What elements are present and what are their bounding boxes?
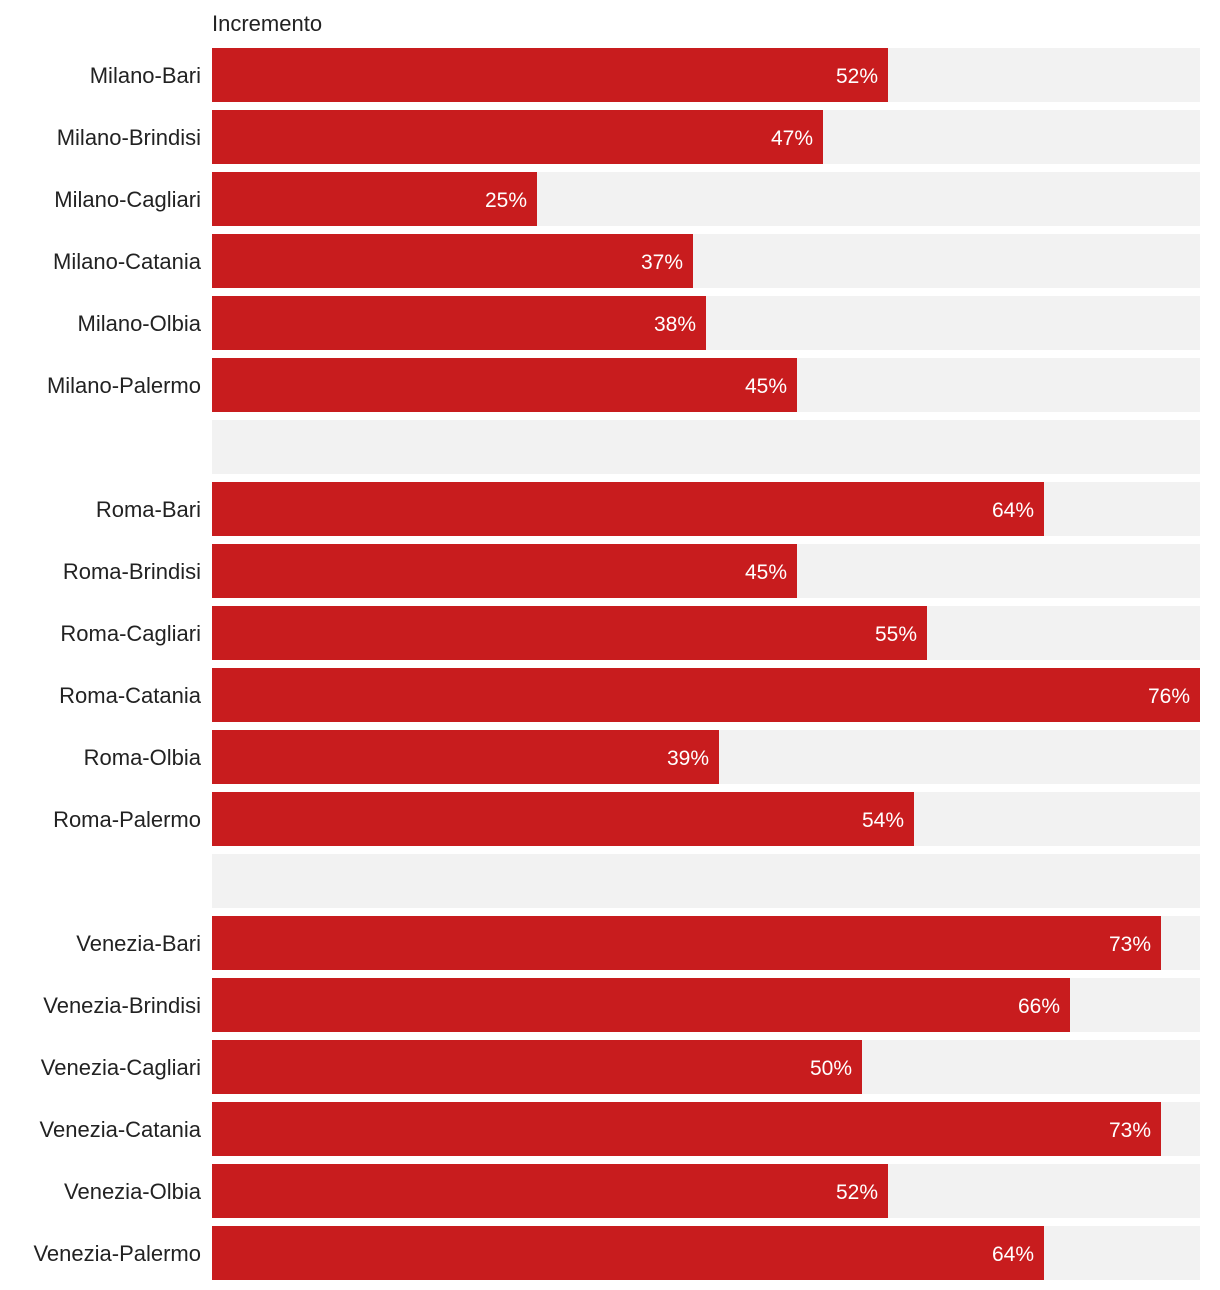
chart-row: Venezia-Brindisi 66% <box>43 978 1200 1032</box>
bar-track <box>212 420 1200 474</box>
bar-value-label: 64% <box>992 1243 1034 1266</box>
bar-value-label: 73% <box>1109 933 1151 956</box>
bar-value-label: 37% <box>641 251 683 274</box>
bar <box>212 48 888 102</box>
bar-value-label: 64% <box>992 499 1034 522</box>
bar <box>212 482 1044 536</box>
chart-row: Venezia-Catania 73% <box>40 1102 1200 1156</box>
bar-value-label: 39% <box>667 747 709 770</box>
bar <box>212 110 823 164</box>
bar <box>212 544 797 598</box>
row-label: Venezia-Palermo <box>33 1241 201 1266</box>
bar <box>212 792 914 846</box>
bar-track <box>212 854 1200 908</box>
bar-value-label: 54% <box>862 809 904 832</box>
row-label: Milano-Cagliari <box>54 187 201 212</box>
bar <box>212 606 927 660</box>
bar <box>212 978 1070 1032</box>
bar <box>212 234 693 288</box>
bar <box>212 296 706 350</box>
chart-row: Roma-Olbia 39% <box>84 730 1200 784</box>
bar-value-label: 47% <box>771 127 813 150</box>
bar-value-label: 52% <box>836 1181 878 1204</box>
bar <box>212 916 1161 970</box>
bar-value-label: 76% <box>1148 685 1190 708</box>
bar <box>212 1102 1161 1156</box>
row-label: Roma-Brindisi <box>63 559 201 584</box>
column-header: Incremento <box>212 11 322 36</box>
row-label: Roma-Olbia <box>84 745 202 770</box>
bar-value-label: 73% <box>1109 1119 1151 1142</box>
chart-row: Milano-Cagliari 25% <box>54 172 1200 226</box>
bar <box>212 1164 888 1218</box>
chart-row: Venezia-Cagliari 50% <box>41 1040 1200 1094</box>
row-label: Roma-Palermo <box>53 807 201 832</box>
chart-row: Roma-Cagliari 55% <box>60 606 1200 660</box>
chart-row: Roma-Catania 76% <box>59 668 1200 722</box>
chart-row: Milano-Palermo 45% <box>47 358 1200 412</box>
chart-row: Roma-Brindisi 45% <box>63 544 1200 598</box>
row-label: Milano-Olbia <box>78 311 202 336</box>
bar <box>212 730 719 784</box>
chart-row: Roma-Palermo 54% <box>53 792 1200 846</box>
row-label: Venezia-Brindisi <box>43 993 201 1018</box>
row-label: Roma-Cagliari <box>60 621 201 646</box>
chart-row: Milano-Bari 52% <box>90 48 1200 102</box>
chart-row: Milano-Olbia 38% <box>78 296 1200 350</box>
row-label: Venezia-Cagliari <box>41 1055 201 1080</box>
chart-row: Roma-Bari 64% <box>96 482 1200 536</box>
chart-row: Milano-Catania 37% <box>53 234 1200 288</box>
chart-row: Milano-Brindisi 47% <box>57 110 1200 164</box>
bar-value-label: 55% <box>875 623 917 646</box>
chart-row: Venezia-Bari 73% <box>76 916 1200 970</box>
bar-value-label: 52% <box>836 65 878 88</box>
chart-rows: Milano-Bari 52% Milano-Brindisi 47% Milano-C… <box>33 48 1200 1280</box>
bar-value-label: 38% <box>654 313 696 336</box>
bar <box>212 172 537 226</box>
bar <box>212 358 797 412</box>
row-label: Venezia-Bari <box>76 931 201 956</box>
row-label: Roma-Bari <box>96 497 201 522</box>
bar-value-label: 45% <box>745 375 787 398</box>
bar-value-label: 45% <box>745 561 787 584</box>
row-label: Milano-Brindisi <box>57 125 201 150</box>
row-label: Venezia-Olbia <box>64 1179 202 1204</box>
row-label: Roma-Catania <box>59 683 202 708</box>
chart-row: Venezia-Palermo 64% <box>33 1226 1200 1280</box>
bar-value-label: 50% <box>810 1057 852 1080</box>
row-label: Milano-Bari <box>90 63 201 88</box>
row-label: Venezia-Catania <box>40 1117 202 1142</box>
bar <box>212 1226 1044 1280</box>
chart-row: Venezia-Olbia 52% <box>64 1164 1200 1218</box>
bar <box>212 668 1200 722</box>
row-label: Milano-Palermo <box>47 373 201 398</box>
row-label: Milano-Catania <box>53 249 202 274</box>
bar-value-label: 66% <box>1018 995 1060 1018</box>
spacer-row <box>212 420 1200 474</box>
bar <box>212 1040 862 1094</box>
bar-value-label: 25% <box>485 189 527 212</box>
spacer-row <box>212 854 1200 908</box>
